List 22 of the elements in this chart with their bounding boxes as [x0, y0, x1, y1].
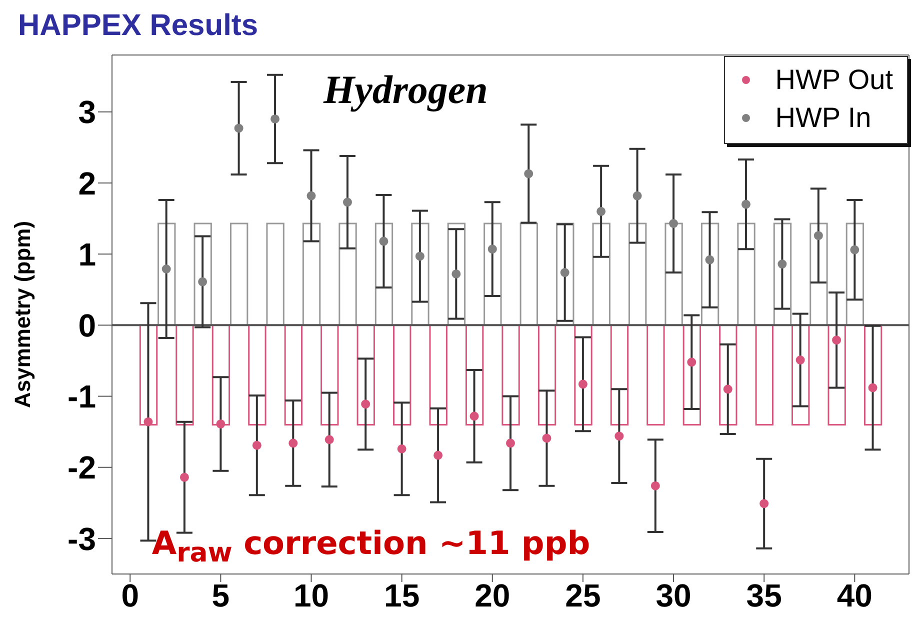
- legend-label: HWP Out: [775, 63, 893, 97]
- x-tick-label: 10: [293, 578, 330, 614]
- annotation: A$_{raw}$ correction ~11 ppb: [152, 524, 590, 568]
- x-tick-label: 15: [384, 578, 420, 614]
- y-tick-label: -2: [68, 450, 96, 486]
- x-tick-label: 5: [212, 578, 230, 614]
- y-tick-label: 3: [78, 94, 96, 130]
- x-tick-label: 35: [746, 578, 782, 614]
- y-tick-label: 0: [78, 308, 96, 344]
- y-tick-label: 2: [78, 165, 96, 202]
- x-tick-label: 25: [565, 578, 601, 614]
- x-tick-label: 30: [656, 578, 692, 614]
- annotation: Hydrogen: [323, 66, 488, 113]
- legend-label: HWP In: [775, 101, 872, 135]
- y-tick-label: -3: [68, 520, 96, 557]
- y-axis-title: Asymmetry (ppm): [10, 220, 35, 408]
- x-tick-label: 20: [474, 578, 510, 614]
- chart-title: HAPPEX Results: [17, 8, 260, 44]
- y-tick-label: -1: [68, 378, 96, 415]
- x-tick-label: 0: [121, 578, 140, 614]
- y-tick-label: 1: [78, 236, 96, 272]
- x-tick-label: 40: [836, 578, 872, 614]
